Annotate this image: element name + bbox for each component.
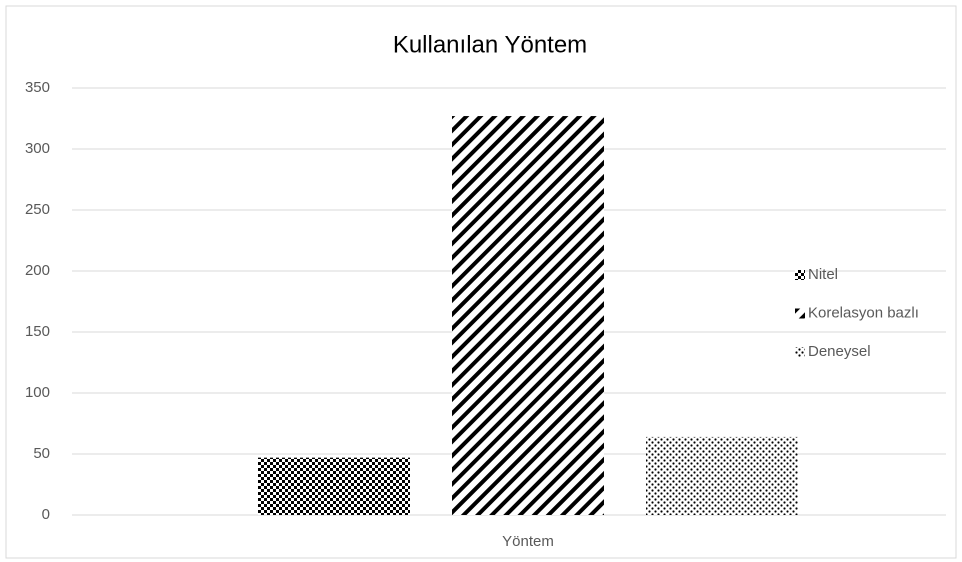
bar — [646, 436, 798, 515]
y-tick-label: 250 — [25, 201, 50, 218]
legend-swatch — [795, 308, 805, 319]
legend-label: Deneysel — [808, 343, 871, 360]
y-tick-label: 200 — [25, 262, 50, 279]
legend-swatch — [795, 270, 805, 280]
y-tick-label: 150 — [25, 323, 50, 340]
bar — [258, 457, 410, 515]
legend-label: Korelasyon bazlı — [808, 304, 919, 321]
chart-border — [5, 5, 957, 559]
y-tick-label: 350 — [25, 79, 50, 96]
legend-label: Nitel — [808, 266, 838, 283]
y-tick-label: 300 — [25, 140, 50, 157]
legend-swatch — [795, 347, 805, 357]
y-tick-label: 0 — [42, 506, 50, 523]
chart-title: Kullanılan Yöntem — [393, 31, 587, 58]
bar — [452, 116, 604, 515]
y-tick-label: 50 — [33, 445, 50, 462]
y-tick-label: 100 — [25, 384, 50, 401]
x-tick-label: Yöntem — [502, 533, 554, 550]
